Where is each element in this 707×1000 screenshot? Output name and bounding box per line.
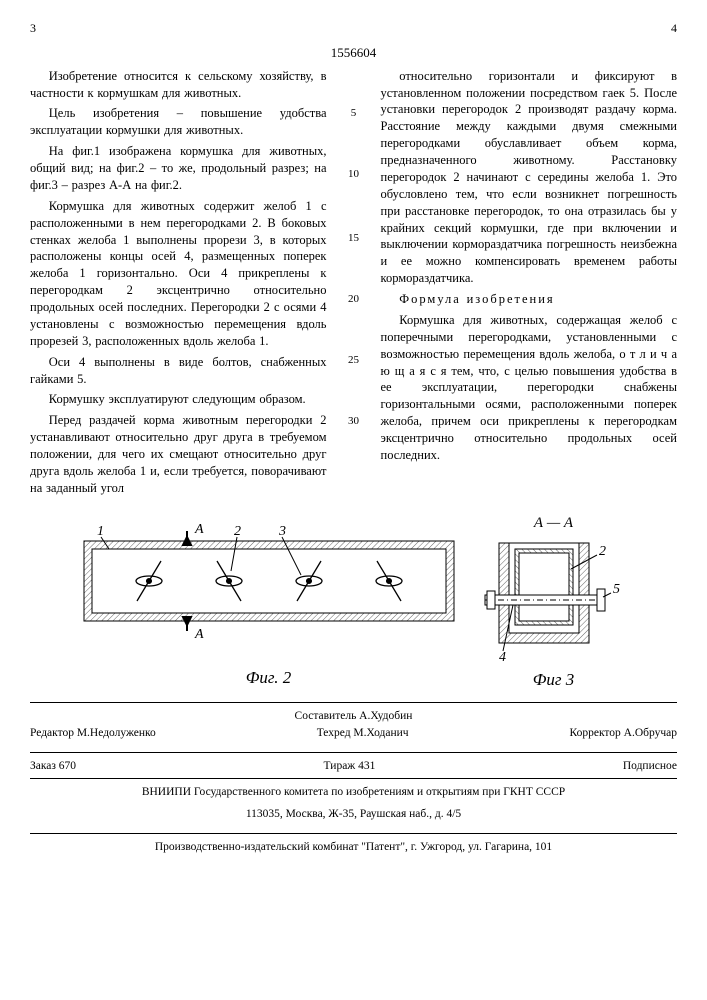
figure-3-section-label: А — А [479, 513, 629, 533]
figure-3: А — А [479, 513, 629, 692]
svg-text:1: 1 [97, 524, 104, 539]
line-number: 5 [345, 106, 363, 121]
figure-2: A A 1 2 3 Фиг. 2 [79, 513, 459, 690]
imprint-order-row: Заказ 670 Тираж 431 Подписное [30, 759, 677, 780]
header-row: 3 4 [30, 20, 677, 36]
line-number: 30 [345, 414, 363, 429]
imprint-address: 113035, Москва, Ж-35, Раушская наб., д. … [30, 807, 677, 823]
paragraph: На фиг.1 изображена кормушка для животны… [30, 143, 327, 194]
paragraph: Цель изобретения – повышение удобства эк… [30, 105, 327, 139]
left-column: Изобретение относится к сельскому хозяйс… [30, 68, 327, 501]
figure-3-label: Фиг 3 [479, 669, 629, 692]
svg-text:5: 5 [613, 582, 620, 597]
svg-text:3: 3 [278, 524, 286, 539]
imprint-subscript: Подписное [623, 759, 677, 775]
imprint-circulation: Тираж 431 [324, 759, 376, 775]
formula-title: Формула изобретения [381, 291, 678, 308]
svg-text:A: A [194, 627, 204, 642]
separator [30, 752, 677, 753]
line-number: 25 [345, 353, 363, 368]
svg-text:A: A [194, 522, 204, 537]
imprint-corrector: Корректор А.Обручар [570, 726, 677, 742]
svg-text:2: 2 [599, 544, 606, 559]
paragraph: Перед раздачей корма животным перегородк… [30, 412, 327, 496]
figures-row: A A 1 2 3 Фиг. 2 А — А [30, 513, 677, 692]
imprint-tech: Техред М.Ходанич [317, 726, 409, 742]
page-number-left: 3 [30, 20, 36, 36]
imprint-order: Заказ 670 [30, 759, 76, 775]
right-column: относительно горизонтали и фиксируют в у… [381, 68, 678, 501]
paragraph: Изобретение относится к сельскому хозяйс… [30, 68, 327, 102]
line-number: 20 [345, 292, 363, 307]
paragraph: относительно горизонтали и фиксируют в у… [381, 68, 678, 287]
figure-3-svg: 2 5 4 [479, 535, 629, 665]
figure-2-svg: A A 1 2 3 [79, 513, 459, 663]
line-number: 10 [345, 167, 363, 182]
document-number: 1556604 [30, 44, 677, 62]
paragraph: Кормушку эксплуатируют следующим образом… [30, 391, 327, 408]
text-columns: Изобретение относится к сельскому хозяйс… [30, 68, 677, 501]
separator [30, 702, 677, 703]
page-number-right: 4 [671, 20, 677, 36]
imprint-org: ВНИИПИ Государственного комитета по изоб… [30, 785, 677, 801]
line-number: 15 [345, 231, 363, 246]
imprint-row: Редактор М.Недолуженко Техред М.Ходанич … [30, 726, 677, 742]
page: 3 4 1556604 Изобретение относится к сель… [0, 0, 707, 1000]
svg-text:4: 4 [499, 650, 506, 665]
separator [30, 833, 677, 834]
imprint-printer: Производственно-издательский комбинат "П… [30, 840, 677, 856]
line-number-gutter: 5 10 15 20 25 30 [345, 68, 363, 501]
paragraph: Оси 4 выполнены в виде болтов, снабженны… [30, 354, 327, 388]
imprint-composer: Составитель А.Худобин [30, 709, 677, 725]
figure-2-label: Фиг. 2 [79, 667, 459, 690]
paragraph: Кормушка для животных содержит желоб 1 с… [30, 198, 327, 350]
imprint-editor: Редактор М.Недолуженко [30, 726, 156, 742]
paragraph: Кормушка для животных, содержащая желоб … [381, 312, 678, 464]
svg-text:2: 2 [234, 524, 241, 539]
